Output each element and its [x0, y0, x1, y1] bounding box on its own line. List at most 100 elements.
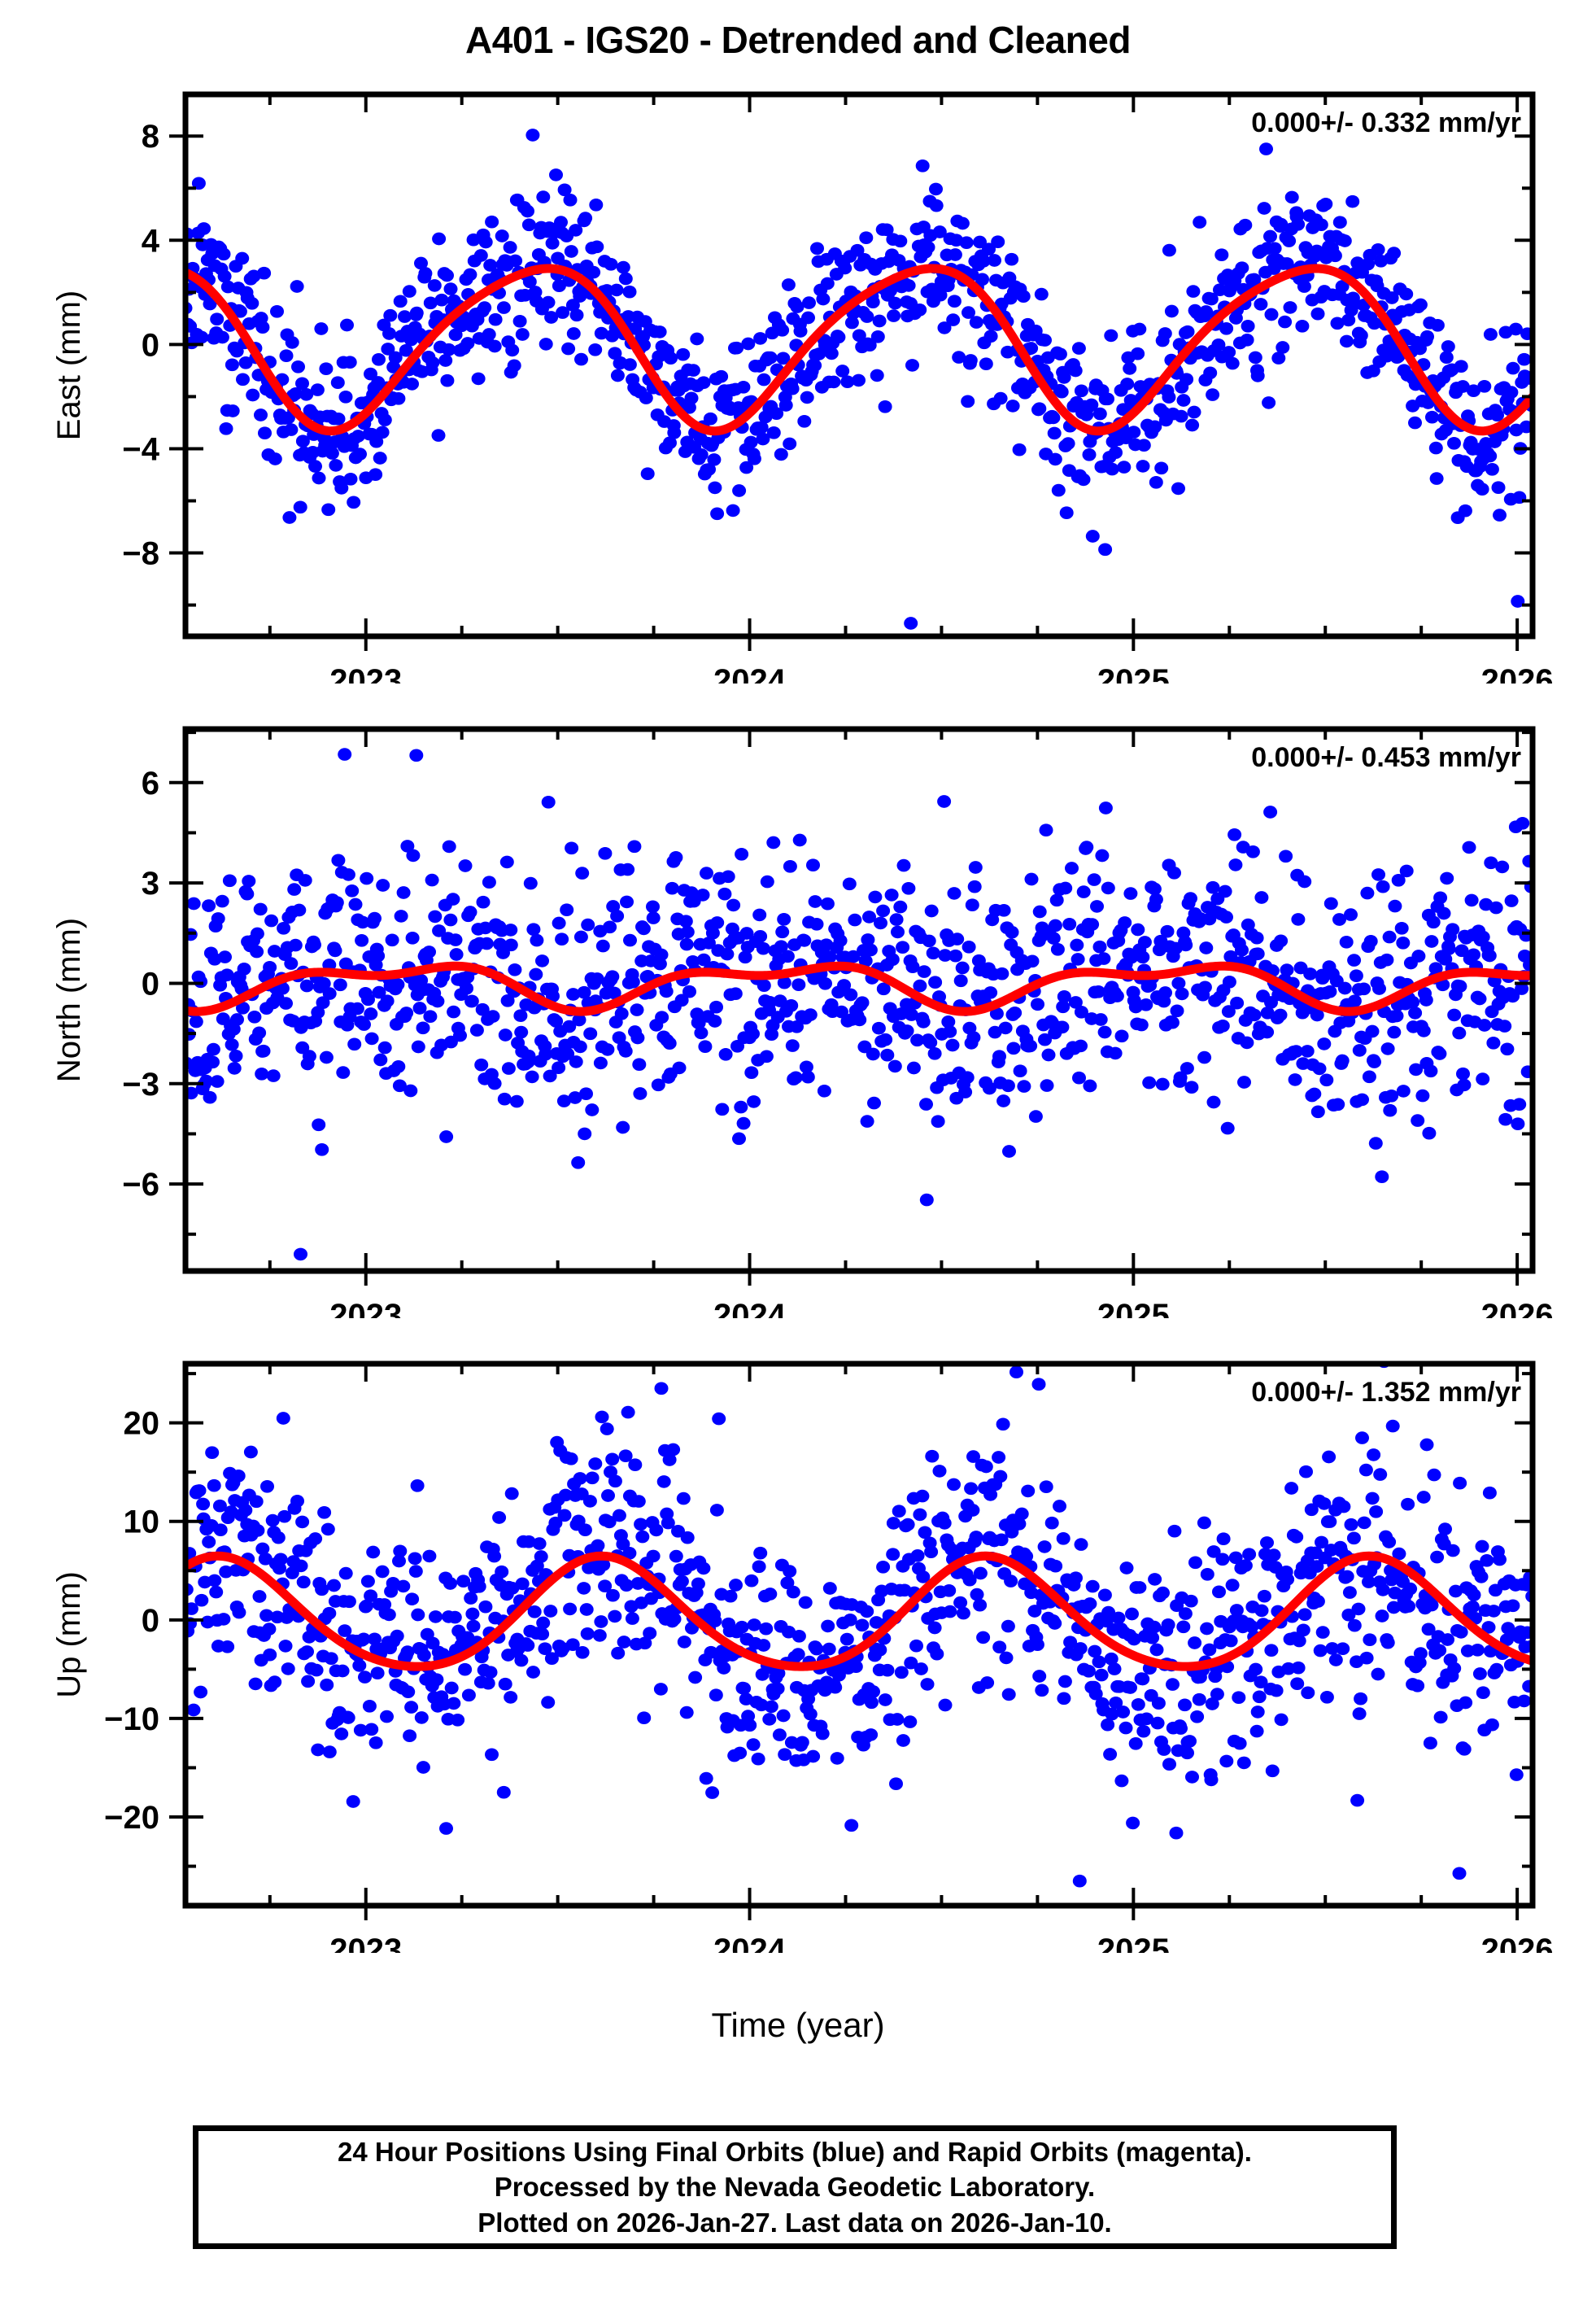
- data-point: [879, 223, 894, 237]
- data-point: [1024, 342, 1039, 355]
- data-point: [946, 313, 961, 326]
- data-point: [822, 1582, 837, 1595]
- data-point: [1199, 305, 1214, 318]
- data-point: [1219, 911, 1233, 924]
- data-point: [696, 953, 711, 967]
- data-point-outlier: [1072, 1874, 1087, 1888]
- data-point: [868, 890, 883, 904]
- data-point: [508, 963, 522, 976]
- data-point: [1457, 1078, 1472, 1092]
- data-point: [483, 259, 498, 272]
- data-point: [600, 1043, 615, 1056]
- data-point: [952, 351, 966, 364]
- data-point: [1428, 962, 1443, 976]
- data-point: [404, 1701, 419, 1714]
- data-point: [549, 168, 563, 181]
- data-point: [1013, 1064, 1027, 1078]
- data-point: [970, 1588, 984, 1601]
- data-point: [1094, 1668, 1109, 1682]
- data-point: [887, 296, 902, 310]
- data-point: [808, 895, 822, 908]
- data-point: [247, 1010, 262, 1024]
- data-point: [1023, 1039, 1038, 1053]
- data-point: [601, 1489, 615, 1502]
- data-point: [569, 1055, 583, 1068]
- data-point: [880, 1048, 895, 1062]
- data-point: [529, 967, 543, 981]
- data-point: [1057, 1692, 1071, 1705]
- data-point: [186, 897, 201, 911]
- data-point: [860, 310, 874, 323]
- data-point: [918, 1526, 932, 1540]
- data-point: [783, 1565, 797, 1578]
- data-point: [539, 1047, 553, 1061]
- data-point: [992, 1451, 1006, 1464]
- data-point: [1332, 913, 1346, 926]
- data-point: [235, 251, 250, 265]
- data-point: [362, 1699, 377, 1713]
- data-point: [554, 216, 568, 229]
- data-point: [938, 949, 953, 962]
- data-point: [1041, 1048, 1056, 1062]
- data-point: [1206, 1095, 1221, 1109]
- data-point: [1472, 1667, 1487, 1680]
- data-point: [1421, 396, 1436, 409]
- data-point: [1413, 1647, 1428, 1660]
- data-point: [622, 358, 637, 371]
- data-point: [815, 1727, 830, 1740]
- data-point: [525, 1070, 539, 1084]
- data-point: [1511, 1117, 1525, 1131]
- data-point: [1204, 292, 1219, 306]
- data-point: [927, 1046, 942, 1060]
- data-point: [566, 327, 581, 340]
- data-point: [824, 347, 839, 360]
- data-point: [409, 306, 424, 320]
- data-point: [535, 954, 549, 967]
- data-point: [947, 1478, 961, 1491]
- data-point: [565, 299, 580, 312]
- data-point: [1456, 1067, 1470, 1081]
- data-point: [1283, 301, 1297, 314]
- data-point: [343, 472, 358, 486]
- data-point: [726, 898, 741, 912]
- data-point: [1103, 1748, 1118, 1761]
- data-point: [822, 950, 837, 963]
- data-point: [312, 471, 326, 485]
- data-point: [463, 906, 477, 919]
- data-point: [573, 930, 588, 944]
- data-point: [1019, 1549, 1034, 1563]
- panel-east: 2023 2024 2025 2026 8 4 0 −4 −8 East (mm) 0.000+/-…: [0, 49, 1596, 684]
- data-point: [287, 883, 302, 896]
- data-point: [423, 296, 438, 310]
- data-point: [1049, 893, 1064, 907]
- data-point: [962, 940, 976, 954]
- data-point: [1331, 1098, 1345, 1112]
- data-point: [1249, 1662, 1263, 1676]
- data-point: [588, 343, 603, 356]
- data-point: [739, 461, 754, 474]
- data-point: [1376, 1583, 1390, 1596]
- data-point: [279, 997, 293, 1010]
- data-point: [246, 388, 260, 402]
- data-point: [967, 880, 982, 893]
- data-point: [708, 1015, 722, 1028]
- data-point: [1411, 1679, 1425, 1692]
- data-point: [791, 1648, 805, 1661]
- y-tick-label: −3: [122, 1067, 159, 1103]
- data-point: [564, 1452, 578, 1465]
- x-tick-label: 2025: [1097, 1298, 1170, 1318]
- data-point: [1005, 925, 1019, 939]
- data-point: [1053, 1500, 1066, 1513]
- data-point: [253, 902, 268, 916]
- data-point: [580, 1627, 595, 1640]
- data-point: [932, 1465, 947, 1478]
- data-point: [930, 1647, 944, 1661]
- data-point: [255, 1542, 270, 1556]
- data-point: [619, 1579, 634, 1592]
- data-point: [862, 911, 876, 924]
- data-point: [785, 382, 800, 395]
- data-point: [342, 1595, 356, 1609]
- data-point: [876, 904, 891, 918]
- data-point: [763, 995, 777, 1009]
- data-point: [543, 1605, 558, 1618]
